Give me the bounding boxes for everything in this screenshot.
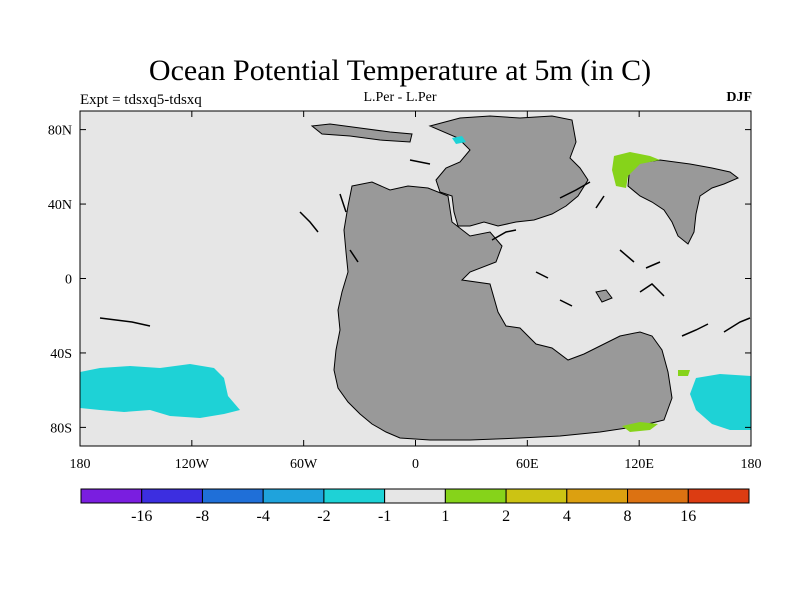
warm-anomaly-south [622, 422, 658, 432]
chart-title: Ocean Potential Temperature at 5m (in C) [148, 54, 652, 87]
colorbar-swatch [323, 488, 386, 504]
colorbar-label: -2 [317, 508, 330, 525]
colorbar-swatch [141, 488, 203, 504]
colorbar-label: -4 [257, 508, 270, 525]
x-tick-label: 60W [290, 457, 318, 472]
colorbar: -16 -8 -4 -2 -1 1 2 4 8 16 [80, 488, 750, 525]
colorbar-label: 1 [441, 508, 449, 525]
colorbar-swatch [262, 488, 325, 504]
land-mass-south [333, 181, 673, 441]
cold-anomaly-southeast [690, 374, 751, 430]
y-tick-label: 80N [48, 124, 72, 139]
x-tick-label: 60E [516, 457, 539, 472]
colorbar-label: 4 [563, 508, 571, 525]
x-tick-label: 180 [741, 457, 762, 472]
colorbar-label: 16 [680, 508, 696, 525]
cold-anomaly-south-pacific [80, 364, 240, 418]
colorbar-swatch [566, 488, 629, 504]
y-tick-label: 80S [50, 421, 72, 436]
x-tick-label: 180 [70, 457, 91, 472]
cold-anomaly-north-small [452, 136, 466, 144]
warm-anomaly-northeast [612, 152, 660, 188]
x-tick-label: 120W [175, 457, 210, 472]
coastline-fragments [99, 159, 751, 337]
colorbar-swatch [384, 488, 446, 504]
colorbar-swatch [201, 488, 264, 504]
land-mass-east [627, 159, 739, 245]
season-label: DJF [726, 90, 752, 105]
x-tick-label: 120E [624, 457, 654, 472]
colorbar-swatch [627, 488, 689, 504]
y-tick-label: 0 [65, 273, 72, 288]
colorbar-label: 8 [624, 508, 632, 525]
colorbar-label: 2 [502, 508, 510, 525]
y-tick-label: 40N [48, 198, 72, 213]
colorbar-swatch [444, 488, 507, 504]
land-mass-north [428, 115, 589, 227]
x-axis: 180 120W 60W 0 60E 120E 180 [70, 111, 762, 472]
warm-anomaly-east-small [678, 370, 690, 376]
period-label: L.Per - L.Per [363, 90, 437, 105]
colorbar-label: -1 [378, 508, 391, 525]
colorbar-swatch [687, 488, 750, 504]
colorbar-label: -8 [196, 508, 209, 525]
colorbar-label: -16 [131, 508, 152, 525]
land-island [595, 289, 613, 303]
y-tick-label: 40S [50, 347, 72, 362]
experiment-label: Expt = tdsxq5-tdsxq [80, 92, 202, 108]
colorbar-swatch [505, 488, 568, 504]
land-strip-north [310, 123, 413, 143]
colorbar-swatch [80, 488, 143, 504]
x-tick-label: 0 [412, 457, 419, 472]
y-axis: 80N 40N 0 40S 80S [48, 124, 751, 436]
